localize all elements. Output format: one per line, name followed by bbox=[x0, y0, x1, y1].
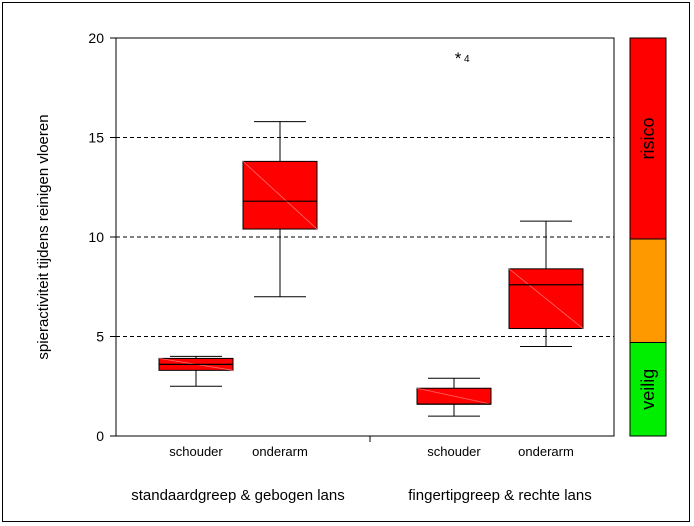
outlier-label: 4 bbox=[464, 54, 470, 65]
risk-segment bbox=[629, 341, 667, 437]
y-axis: 0 5 10 15 20 bbox=[88, 30, 116, 444]
box-1-1 bbox=[508, 220, 584, 347]
y-tick-label: 0 bbox=[96, 428, 104, 444]
y-tick-label: 20 bbox=[88, 30, 104, 46]
group-label: standaardgreep & gebogen lans bbox=[131, 487, 345, 504]
risk-label: veilig bbox=[638, 369, 658, 410]
box-1-0 bbox=[416, 377, 492, 417]
risk-scale: veilig risico bbox=[629, 37, 667, 437]
category-label: schouder bbox=[427, 444, 481, 459]
box-0-1 bbox=[242, 121, 318, 298]
y-tick-label: 5 bbox=[96, 329, 104, 345]
outlier-marker: * bbox=[455, 49, 462, 68]
y-tick-label: 10 bbox=[88, 229, 104, 245]
box-shade bbox=[416, 387, 492, 405]
x-axis: schouder onderarm standaardgreep & gebogen… bbox=[131, 436, 592, 504]
boxes: * 4 bbox=[158, 49, 584, 417]
risk-segment bbox=[629, 37, 667, 240]
box-shade bbox=[242, 161, 318, 230]
group-label: fingertipgreep & rechte lans bbox=[408, 487, 591, 504]
category-label: schouder bbox=[169, 444, 223, 459]
y-axis-label: spieractiviteit tijdens reinigen vloeren bbox=[35, 114, 52, 359]
category-label: onderarm bbox=[518, 444, 574, 459]
risk-segment bbox=[629, 238, 667, 343]
category-label: onderarm bbox=[252, 444, 308, 459]
box-shade bbox=[508, 268, 584, 329]
box-0-0 bbox=[158, 355, 234, 387]
risk-label: risico bbox=[638, 117, 658, 159]
y-tick-label: 15 bbox=[88, 130, 104, 146]
